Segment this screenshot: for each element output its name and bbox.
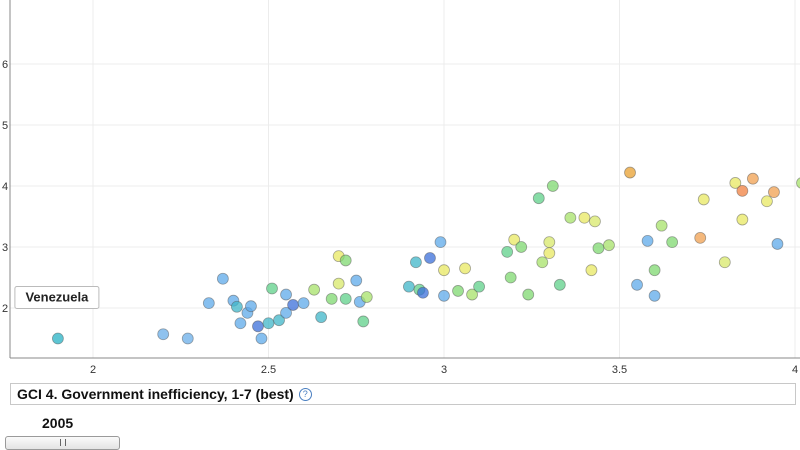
- annotation-label: Venezuela: [25, 290, 89, 305]
- data-point[interactable]: [543, 247, 556, 260]
- x-tick-label: 3: [441, 364, 447, 376]
- data-points: [52, 166, 800, 345]
- data-point[interactable]: [736, 184, 749, 197]
- data-point[interactable]: [631, 278, 643, 291]
- data-point[interactable]: [234, 317, 247, 330]
- data-point[interactable]: [452, 285, 464, 297]
- x-tick-label: 2: [90, 364, 96, 376]
- data-point[interactable]: [532, 192, 545, 205]
- data-point[interactable]: [459, 262, 471, 275]
- data-point[interactable]: [515, 241, 528, 253]
- data-point[interactable]: [325, 292, 338, 305]
- data-point[interactable]: [308, 283, 321, 296]
- data-point[interactable]: [536, 256, 549, 269]
- y-tick-label: 2: [2, 303, 8, 315]
- data-point[interactable]: [202, 297, 215, 310]
- time-slider[interactable]: [5, 436, 120, 450]
- data-point[interactable]: [280, 288, 292, 301]
- data-point[interactable]: [768, 186, 780, 199]
- data-point[interactable]: [473, 280, 486, 293]
- data-point[interactable]: [648, 289, 661, 302]
- data-point[interactable]: [417, 286, 429, 299]
- data-point[interactable]: [648, 264, 661, 277]
- data-point[interactable]: [297, 297, 310, 310]
- data-point[interactable]: [603, 239, 615, 252]
- data-point[interactable]: [655, 219, 668, 232]
- y-tick-label: 5: [2, 120, 8, 132]
- annotations: VenezuelaSingapore: [14, 286, 100, 309]
- data-point[interactable]: [181, 332, 194, 345]
- x-axis-selector[interactable]: GCI 4. Government inefficiency, 1-7 (bes…: [10, 383, 796, 405]
- data-point[interactable]: [694, 231, 707, 244]
- slider-handle[interactable]: [59, 439, 66, 446]
- data-point[interactable]: [697, 193, 710, 206]
- y-tick-label: 4: [2, 181, 8, 193]
- data-point[interactable]: [641, 234, 654, 247]
- data-point[interactable]: [339, 254, 352, 267]
- data-point[interactable]: [273, 314, 285, 327]
- data-point[interactable]: [424, 252, 436, 264]
- data-point[interactable]: [402, 280, 415, 293]
- data-point[interactable]: [578, 211, 591, 224]
- data-point[interactable]: [466, 288, 478, 301]
- data-point[interactable]: [508, 233, 521, 246]
- data-point[interactable]: [255, 332, 268, 345]
- x-axis-label[interactable]: GCI 4. Government inefficiency, 1-7 (bes…: [17, 386, 294, 402]
- gridlines: [10, 0, 800, 358]
- data-point[interactable]: [231, 300, 243, 313]
- data-point[interactable]: [504, 271, 517, 284]
- data-point[interactable]: [350, 274, 363, 287]
- data-point[interactable]: [280, 306, 292, 319]
- data-point[interactable]: [761, 195, 773, 208]
- data-point[interactable]: [266, 282, 278, 295]
- data-point[interactable]: [522, 288, 535, 301]
- data-point[interactable]: [52, 332, 64, 345]
- data-point[interactable]: [357, 315, 370, 328]
- data-point[interactable]: [718, 256, 731, 269]
- data-point[interactable]: [438, 289, 450, 302]
- data-point[interactable]: [434, 236, 447, 249]
- data-point[interactable]: [585, 264, 598, 277]
- y-tick-label: 3: [2, 242, 8, 254]
- data-point[interactable]: [543, 236, 556, 249]
- data-point[interactable]: [553, 278, 566, 291]
- data-point[interactable]: [564, 211, 577, 224]
- data-point[interactable]: [332, 277, 345, 290]
- x-tick-label: 4: [792, 364, 798, 376]
- data-point[interactable]: [438, 264, 450, 277]
- x-tick-labels: 22.533.544.555.56: [90, 364, 798, 376]
- data-point[interactable]: [592, 242, 605, 255]
- year-label: 2005: [42, 415, 74, 431]
- data-point[interactable]: [245, 300, 257, 313]
- annotation-box: [14, 286, 100, 309]
- data-point[interactable]: [252, 320, 264, 333]
- data-point[interactable]: [360, 291, 373, 303]
- data-point[interactable]: [315, 311, 328, 324]
- data-point[interactable]: [410, 256, 422, 269]
- data-point[interactable]: [624, 166, 636, 179]
- data-point[interactable]: [736, 213, 749, 226]
- data-point[interactable]: [546, 180, 559, 192]
- data-point[interactable]: [666, 236, 679, 249]
- data-point[interactable]: [796, 177, 800, 189]
- data-point[interactable]: [729, 177, 742, 189]
- data-point[interactable]: [262, 317, 275, 330]
- data-point[interactable]: [589, 215, 601, 228]
- data-point[interactable]: [501, 245, 514, 258]
- data-point[interactable]: [216, 272, 229, 285]
- data-point[interactable]: [157, 328, 170, 341]
- data-point[interactable]: [339, 292, 352, 305]
- data-point[interactable]: [287, 299, 299, 311]
- help-question-icon[interactable]: ?: [298, 387, 312, 401]
- data-point[interactable]: [771, 238, 784, 250]
- data-point[interactable]: [746, 172, 759, 185]
- x-tick-label: 2.5: [261, 364, 276, 376]
- x-tick-label: 3.5: [612, 364, 627, 376]
- y-tick-label: 6: [2, 59, 8, 71]
- y-tick-labels: 2 3 4 5 6: [2, 59, 8, 315]
